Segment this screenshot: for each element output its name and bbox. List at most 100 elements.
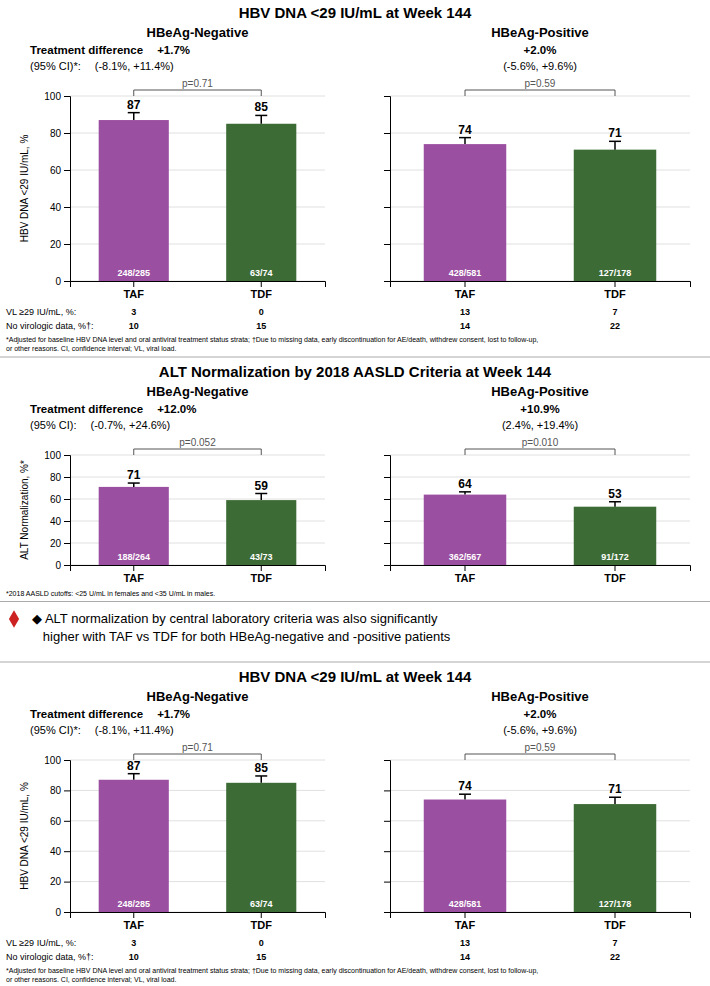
treatment-difference-label: Treatment difference <box>30 44 143 56</box>
y-tick-mark <box>384 790 390 791</box>
y-axis: 020406080100 <box>44 450 70 571</box>
bar <box>574 150 657 281</box>
y-axis <box>384 761 391 913</box>
x-tick-label: TAF <box>123 919 144 931</box>
error-bar-cap <box>255 493 267 495</box>
labels: 7471428/581127/178 <box>449 123 632 278</box>
y-tick: 100 <box>44 450 70 461</box>
x-tick-label: TAF <box>123 288 144 300</box>
confidence-interval-label: (95% CI)*: <box>30 724 81 736</box>
error-bar <box>609 797 621 804</box>
y-tick-mark <box>64 882 70 883</box>
y-tick-mark <box>64 455 70 456</box>
y-tick <box>384 499 390 500</box>
error-bar-cap <box>255 775 267 777</box>
y-tick: 20 <box>50 538 70 549</box>
y-tick <box>384 882 390 883</box>
y-tick-label: 60 <box>50 494 62 505</box>
subplot: 7471428/581127/178TAFTDFp=0.59HBeAg-Posi… <box>384 25 691 300</box>
y-tick-label: 80 <box>50 472 62 483</box>
p-value: p=0.052 <box>179 437 216 448</box>
y-tick-label: 20 <box>50 239 62 250</box>
separator <box>0 601 710 602</box>
error-bar-cap <box>459 491 471 493</box>
y-axis <box>384 456 391 566</box>
treatment-difference: +2.0% <box>524 708 557 720</box>
y-tick-mark <box>64 521 70 522</box>
p-value-bracket <box>134 90 262 96</box>
x-tick-label: TAF <box>455 288 476 300</box>
table-value: 15 <box>256 321 266 331</box>
confidence-interval: (2.4%, +19.4%) <box>502 419 578 431</box>
table-value: 14 <box>460 952 470 962</box>
y-tick-mark <box>64 477 70 478</box>
n-label: 362/567 <box>449 552 482 562</box>
y-tick-label: 80 <box>50 128 62 139</box>
grid-line <box>390 760 690 761</box>
data-label: 87 <box>127 98 141 112</box>
y-tick <box>384 207 390 208</box>
title: HBV DNA <29 IU/mL at Week 144 <box>239 4 472 21</box>
x-axis: TAF TDF <box>71 912 326 931</box>
error-bar-stem <box>261 776 263 783</box>
subplot: 7471428/581127/178TAFTDFp=0.59HBeAg-Posi… <box>384 689 691 931</box>
grid-line <box>70 96 325 97</box>
subtitle: HBeAg-Negative <box>147 689 249 704</box>
data-label: 71 <box>127 468 141 482</box>
bar <box>99 120 169 281</box>
table-value: 13 <box>460 938 470 948</box>
x-axis: TAFTDF <box>391 565 691 584</box>
title: HBV DNA <29 IU/mL at Week 144 <box>239 668 472 685</box>
subtitle: HBeAg-Positive <box>491 384 589 399</box>
y-tick-mark <box>64 543 70 544</box>
x-axis-line <box>391 282 691 288</box>
table-row-label: No virologic data, %†: <box>6 952 94 962</box>
grid-line <box>70 760 325 761</box>
y-tick-label: 20 <box>50 538 62 549</box>
data-label: 59 <box>255 479 269 493</box>
y-tick-mark <box>384 455 390 456</box>
error-bar <box>459 138 471 144</box>
error-bar-stem <box>261 494 263 501</box>
y-tick-label: 80 <box>50 785 62 796</box>
p-value-bracket <box>465 90 615 96</box>
x-axis: TAFTDF <box>391 912 691 931</box>
p-value: p=0.59 <box>525 742 556 753</box>
y-axis-title: ALT Normalization, %* <box>19 460 30 560</box>
y-tick-mark <box>384 96 390 97</box>
y-tick-label: 60 <box>50 816 62 827</box>
subplot: 7159188/26443/73TAFTDF020406080100ALT No… <box>19 384 326 584</box>
error-bar-cap <box>609 501 621 503</box>
panel: HBV DNA <29 IU/mL at Week 1448785248/285… <box>6 4 691 352</box>
table-value: 0 <box>259 307 264 317</box>
y-tick-mark <box>64 760 70 761</box>
y-tick-mark <box>64 281 70 282</box>
table-value: 3 <box>131 938 136 948</box>
error-bar <box>609 141 621 149</box>
x-tick-label: TDF <box>604 919 626 931</box>
y-tick-mark <box>384 821 390 822</box>
y-tick-mark <box>64 851 70 852</box>
subtitle: HBeAg-Positive <box>491 689 589 704</box>
error-bar-stem <box>614 141 616 149</box>
labels: 7159188/26443/73 <box>117 468 272 562</box>
grid-line <box>70 455 325 456</box>
confidence-interval-label: (95% CI): <box>30 419 76 431</box>
y-tick-mark <box>384 207 390 208</box>
n-label: 127/178 <box>599 268 632 278</box>
treatment-difference-label: Treatment difference <box>30 403 143 415</box>
table-row-label: VL ≥29 IU/mL, %: <box>6 938 76 948</box>
error-bar <box>459 794 471 799</box>
y-tick: 80 <box>50 785 70 796</box>
table-value: 22 <box>610 321 620 331</box>
x-tick-label: TDF <box>251 919 273 931</box>
y-axis-line <box>384 761 391 913</box>
table-value: 3 <box>131 307 136 317</box>
confidence-interval: (-8.1%, +11.4%) <box>95 60 174 72</box>
bar <box>226 783 296 912</box>
y-tick-mark <box>384 281 390 282</box>
table-value: 10 <box>129 321 139 331</box>
y-tick-mark <box>64 133 70 134</box>
y-tick-mark <box>64 499 70 500</box>
y-tick-mark <box>64 912 70 913</box>
